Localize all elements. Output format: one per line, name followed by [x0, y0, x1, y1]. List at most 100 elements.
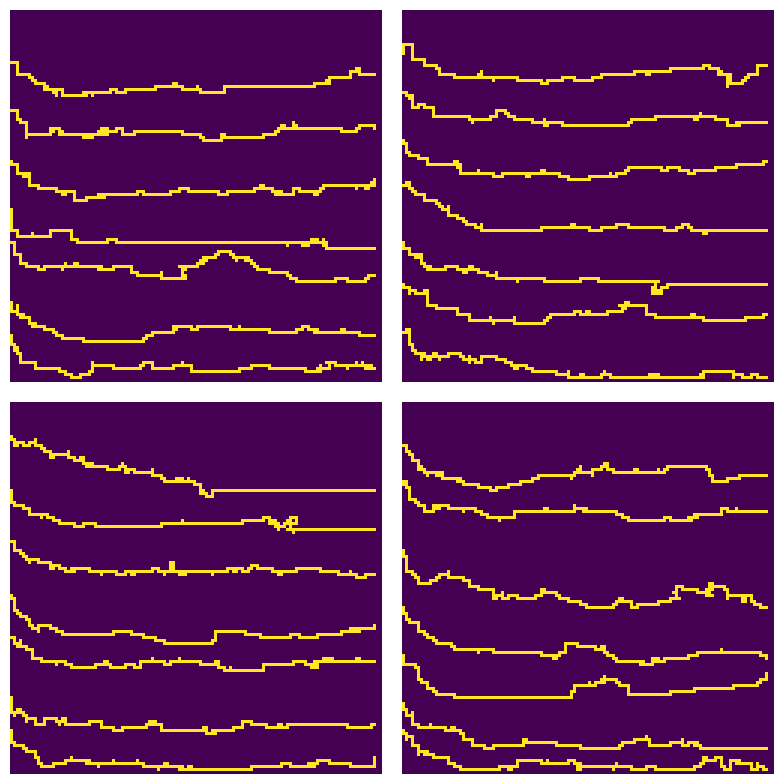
walk-cell	[337, 723, 340, 726]
walk-cell	[256, 187, 259, 190]
walk-cell	[747, 316, 750, 319]
walk-cell	[579, 507, 582, 510]
walk-cell	[130, 265, 133, 268]
walk-cell	[55, 88, 58, 91]
walk-cell	[58, 567, 61, 570]
walk-cell	[765, 64, 768, 67]
walk-cell	[654, 744, 657, 747]
walk-cell	[696, 741, 699, 744]
walk-cell	[52, 187, 55, 190]
walk-cell	[702, 513, 705, 516]
walk-cell	[615, 678, 618, 681]
walk-cell	[507, 229, 510, 232]
walk-cell	[286, 528, 289, 531]
walk-cell	[31, 79, 34, 82]
walk-cell	[411, 187, 414, 190]
walk-cell	[591, 175, 594, 178]
walk-cell	[121, 729, 124, 732]
walk-cell	[486, 588, 489, 591]
walk-cell	[16, 73, 19, 76]
walk-cell	[235, 489, 238, 492]
walk-cell	[654, 471, 657, 474]
walk-cell	[423, 106, 426, 109]
walk-cell	[402, 606, 405, 609]
walk-cell	[690, 283, 693, 286]
walk-cell	[274, 193, 277, 196]
walk-cell	[199, 642, 202, 645]
walk-cell	[501, 358, 504, 361]
walk-cell	[459, 172, 462, 175]
walk-cell	[142, 636, 145, 639]
walk-cell	[202, 768, 205, 771]
walk-cell	[645, 693, 648, 696]
walk-cell	[181, 271, 184, 274]
walk-cell	[241, 256, 244, 259]
walk-cell	[756, 762, 759, 765]
walk-cell	[232, 729, 235, 732]
walk-cell	[40, 765, 43, 768]
walk-cell	[450, 115, 453, 118]
walk-cell	[364, 765, 367, 768]
walk-cell	[367, 247, 370, 250]
walk-cell	[106, 193, 109, 196]
walk-cell	[450, 693, 453, 696]
walk-cell	[600, 76, 603, 79]
walk-cell	[205, 256, 208, 259]
walk-cell	[717, 70, 720, 73]
walk-cell	[70, 663, 73, 666]
walk-cell	[109, 762, 112, 765]
walk-cell	[298, 85, 301, 88]
walk-cell	[109, 468, 112, 471]
walk-cell	[313, 331, 316, 334]
walk-cell	[256, 136, 259, 139]
walk-cell	[453, 265, 456, 268]
walk-cell	[744, 121, 747, 124]
walk-cell	[627, 519, 630, 522]
walk-cell	[681, 115, 684, 118]
walk-cell	[729, 166, 732, 169]
walk-cell	[531, 277, 534, 280]
walk-cell	[615, 175, 618, 178]
walk-cell	[100, 525, 103, 528]
walk-cell	[681, 768, 684, 771]
walk-cell	[555, 370, 558, 373]
walk-cell	[292, 241, 295, 244]
walk-cell	[343, 723, 346, 726]
walk-cell	[456, 480, 459, 483]
walk-cell	[702, 687, 705, 690]
walk-cell	[73, 199, 76, 202]
walk-cell	[244, 259, 247, 262]
walk-cell	[37, 325, 40, 328]
walk-cell	[337, 633, 340, 636]
walk-cell	[181, 642, 184, 645]
walk-cell	[211, 495, 214, 498]
walk-cell	[163, 762, 166, 765]
walk-cell	[729, 283, 732, 286]
walk-cell	[34, 717, 37, 720]
walk-cell	[28, 172, 31, 175]
walk-cell	[594, 124, 597, 127]
walk-cell	[717, 756, 720, 759]
walk-cell	[456, 115, 459, 118]
walk-cell	[591, 471, 594, 474]
walk-cell	[744, 594, 747, 597]
walk-cell	[28, 133, 31, 136]
walk-cell	[205, 492, 208, 495]
walk-cell	[447, 477, 450, 480]
walk-cell	[82, 340, 85, 343]
walk-cell	[492, 175, 495, 178]
walk-cell	[525, 480, 528, 483]
walk-cell	[13, 310, 16, 313]
walk-cell	[244, 190, 247, 193]
walk-cell	[349, 570, 352, 573]
walk-cell	[274, 570, 277, 573]
walk-cell	[217, 630, 220, 633]
walk-cell	[498, 109, 501, 112]
walk-cell	[292, 528, 295, 531]
walk-cell	[675, 768, 678, 771]
walk-cell	[573, 124, 576, 127]
walk-cell	[16, 444, 19, 447]
walk-cell	[642, 768, 645, 771]
walk-cell	[52, 265, 55, 268]
walk-cell	[16, 313, 19, 316]
